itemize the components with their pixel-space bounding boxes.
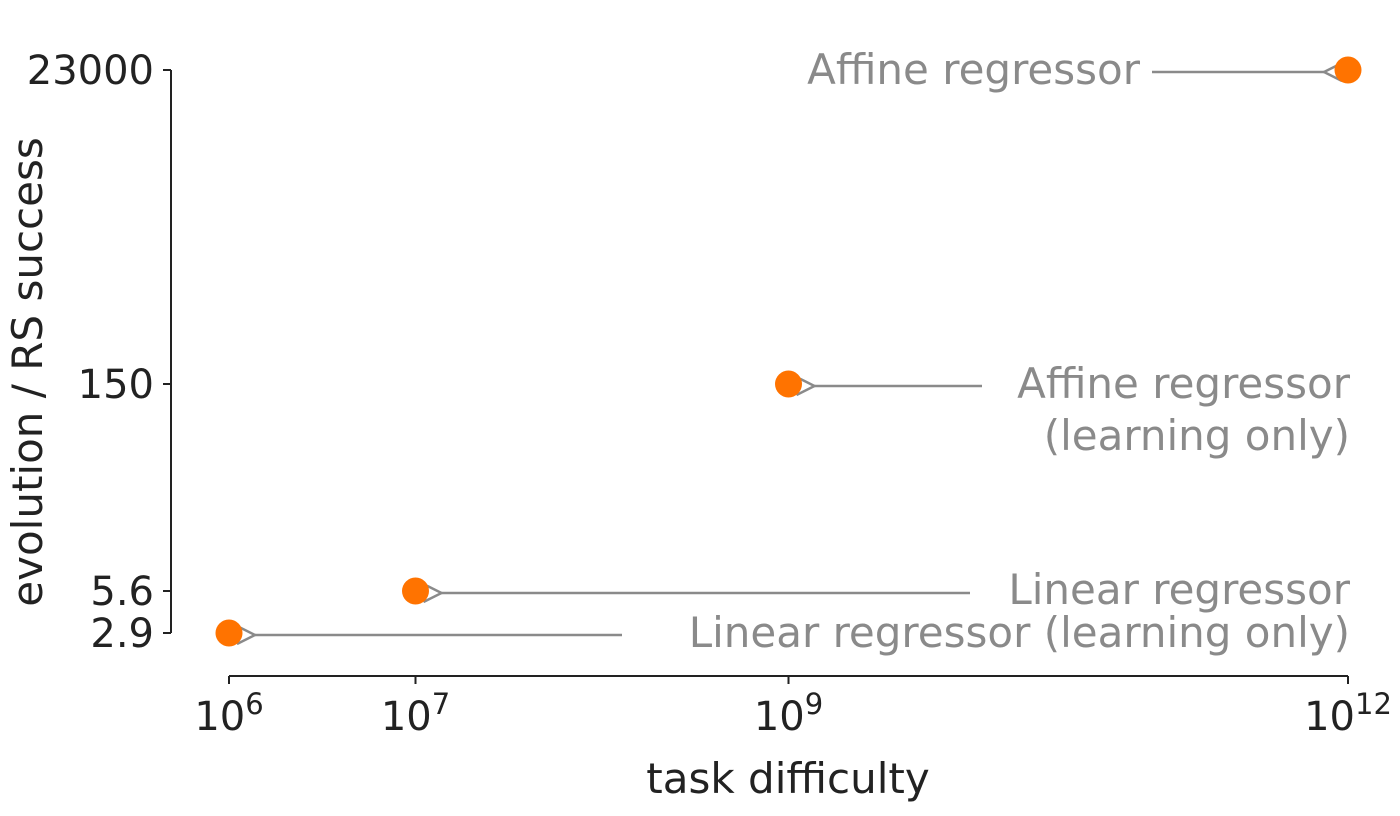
point-annotation: Affine regressor (learning only) <box>1017 359 1351 460</box>
data-point <box>1334 56 1362 84</box>
y-tick-label: 2.9 <box>90 611 154 657</box>
data-point <box>775 370 802 398</box>
x-tick-label: 107 <box>381 687 450 740</box>
x-tick-label: 106 <box>194 687 263 740</box>
data-point <box>402 577 429 605</box>
y-tick-label: 150 <box>78 362 154 408</box>
axes: 2.95.6 150 23000 106 107 109 1012 <box>27 48 1392 740</box>
x-tick-label: 1012 <box>1304 687 1392 740</box>
x-axis-title: task difficulty <box>646 754 929 803</box>
y-tick-label: 23000 <box>27 48 154 94</box>
point-annotation: Linear regressor (learning only) <box>689 608 1350 657</box>
annotations: Linear regressor (learning only)Linear r… <box>255 45 1351 657</box>
data-point <box>215 619 243 647</box>
x-tick-label: 109 <box>754 687 823 740</box>
y-tick-label: 5.6 <box>90 569 154 615</box>
point-annotation: Affine regressor <box>807 45 1141 94</box>
data-points <box>215 56 1362 647</box>
y-axis-title: evolution / RS success <box>3 137 52 606</box>
point-annotation: Linear regressor <box>1008 565 1350 614</box>
